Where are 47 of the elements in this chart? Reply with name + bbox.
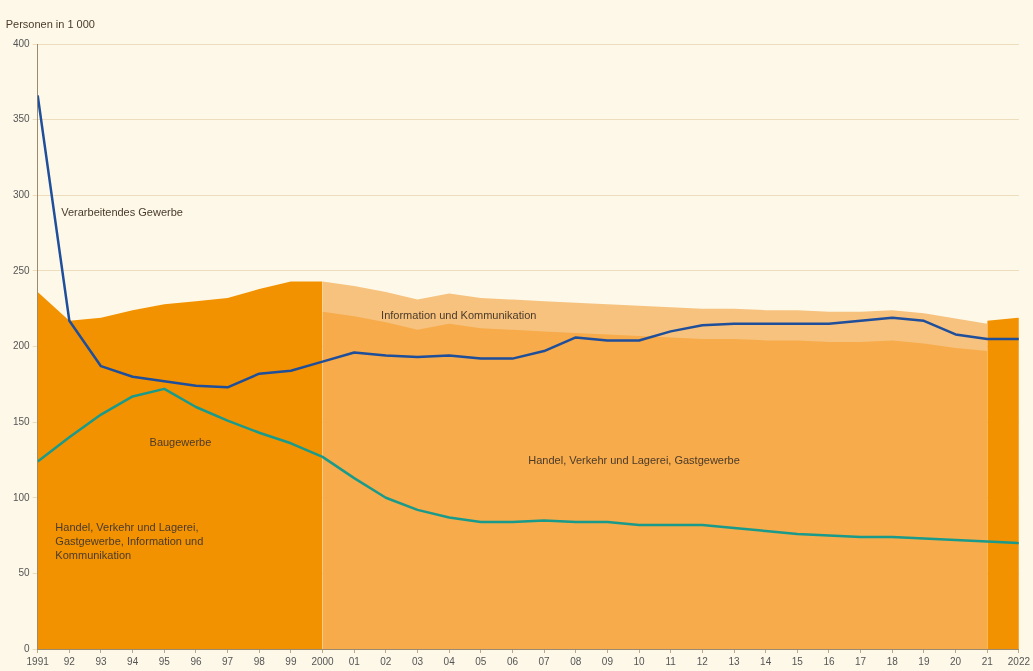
y-tick-label: 350 bbox=[13, 113, 31, 125]
x-tick-label: 16 bbox=[823, 655, 835, 667]
x-tick-label: 94 bbox=[127, 655, 139, 667]
x-tick-label: 17 bbox=[855, 655, 867, 667]
series-label: Baugewerbe bbox=[149, 436, 212, 449]
series-label: Handel, Verkehr und Lagerei, Gastgewerbe, Information und Kommunikation bbox=[55, 521, 204, 562]
x-tick-label: 97 bbox=[222, 655, 234, 667]
y-axis-title: Personen in 1 000 bbox=[5, 17, 95, 30]
x-tick-label: 12 bbox=[696, 655, 709, 667]
y-tick-label: 100 bbox=[13, 491, 31, 503]
x-tick-label: 92 bbox=[63, 655, 76, 667]
x-tick-label: 2022 bbox=[1007, 655, 1031, 667]
x-tick-label: 06 bbox=[506, 655, 519, 667]
x-tick-label: 05 bbox=[475, 655, 487, 667]
x-tick-label: 93 bbox=[95, 655, 107, 667]
x-tick-label: 04 bbox=[443, 655, 456, 667]
x-tick-label: 15 bbox=[791, 655, 804, 667]
y-tick-label: 150 bbox=[13, 415, 31, 427]
x-tick-label: 21 bbox=[981, 655, 994, 667]
x-tick-label: 2000 bbox=[311, 655, 335, 667]
series-label: Verarbeitendes Gewerbe bbox=[61, 206, 183, 219]
x-tick-label: 19 bbox=[918, 655, 930, 667]
x-tick-label: 99 bbox=[285, 655, 297, 667]
y-tick-label: 400 bbox=[13, 37, 31, 49]
x-tick-label: 02 bbox=[380, 655, 392, 667]
x-tick-label: 95 bbox=[158, 655, 171, 667]
x-tick-label: 96 bbox=[190, 655, 202, 667]
x-tick-label: 03 bbox=[411, 655, 424, 667]
x-tick-label: 98 bbox=[253, 655, 266, 667]
x-tick-label: 20 bbox=[950, 655, 962, 667]
y-tick-label: 50 bbox=[18, 567, 31, 579]
x-tick-label: 14 bbox=[760, 655, 772, 667]
x-tick-label: 09 bbox=[601, 655, 614, 667]
y-tick-label: 200 bbox=[13, 340, 31, 352]
x-tick-label: 18 bbox=[886, 655, 899, 667]
y-tick-label: 300 bbox=[13, 189, 31, 200]
series-label: Information und Kommunikation bbox=[381, 309, 537, 322]
x-tick-label: 10 bbox=[633, 655, 646, 667]
y-tick-label: 0 bbox=[24, 642, 31, 654]
x-tick-label: 07 bbox=[538, 655, 551, 667]
y-tick-label: 250 bbox=[13, 264, 31, 276]
x-tick-label: 1991 bbox=[26, 655, 50, 667]
x-tick-label: 11 bbox=[665, 655, 677, 667]
x-tick-label: 13 bbox=[728, 655, 741, 667]
x-tick-label: 01 bbox=[348, 655, 361, 667]
series-label: Handel, Verkehr und Lagerei, Gastgewerbe bbox=[528, 454, 740, 467]
x-tick-label: 08 bbox=[570, 655, 582, 667]
